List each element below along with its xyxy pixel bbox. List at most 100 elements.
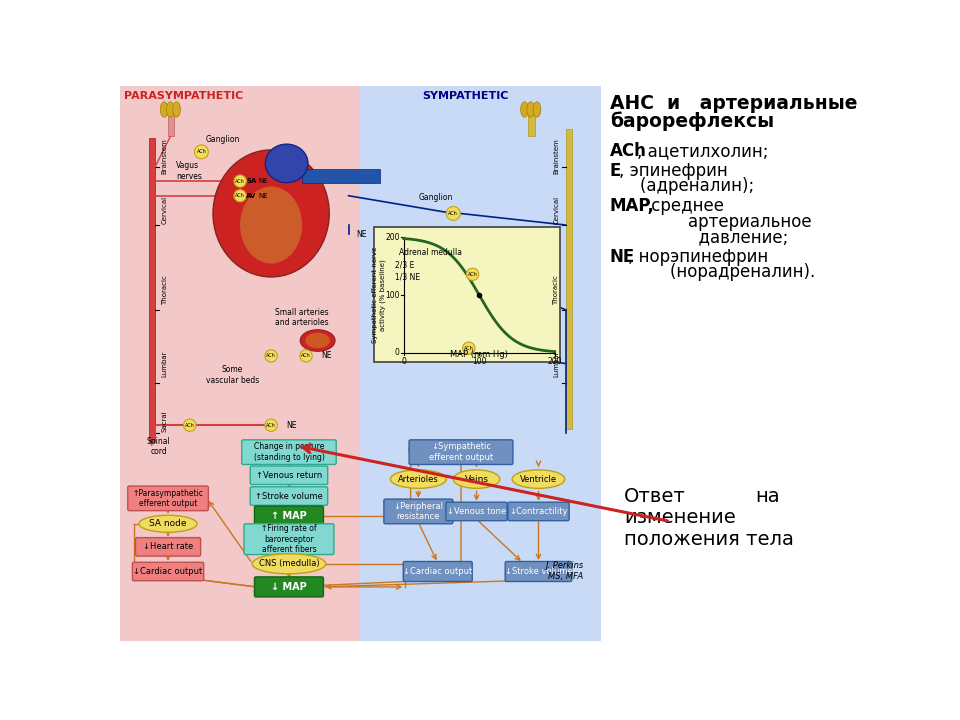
FancyBboxPatch shape xyxy=(508,503,569,521)
Ellipse shape xyxy=(300,330,335,351)
FancyBboxPatch shape xyxy=(251,466,327,485)
Ellipse shape xyxy=(213,150,329,277)
Ellipse shape xyxy=(453,470,500,488)
Text: ↓Peripheral
resistance: ↓Peripheral resistance xyxy=(394,502,444,521)
Ellipse shape xyxy=(533,102,540,117)
Text: Change in posture
(standing to lying): Change in posture (standing to lying) xyxy=(253,443,324,462)
Text: MAP,: MAP, xyxy=(610,197,655,215)
Circle shape xyxy=(265,419,277,431)
Polygon shape xyxy=(426,263,468,286)
Text: ↓Cardiac output: ↓Cardiac output xyxy=(133,567,203,576)
Text: на: на xyxy=(756,487,780,505)
Bar xyxy=(120,86,360,641)
Text: AV: AV xyxy=(247,193,256,199)
Text: Cervical: Cervical xyxy=(553,196,560,224)
Text: ↓Stroke volume: ↓Stroke volume xyxy=(505,567,572,576)
Text: SYMPATHETIC: SYMPATHETIC xyxy=(422,91,509,101)
Text: Lumbar: Lumbar xyxy=(162,351,168,377)
Text: , норэпинефрин: , норэпинефрин xyxy=(629,248,769,266)
Text: NE: NE xyxy=(287,420,298,430)
Circle shape xyxy=(194,145,208,159)
Bar xyxy=(150,138,155,442)
FancyBboxPatch shape xyxy=(244,523,334,554)
Text: Thoracic: Thoracic xyxy=(162,276,168,305)
Text: ACh: ACh xyxy=(266,423,276,428)
Text: 100: 100 xyxy=(472,356,487,366)
Text: Brainstem: Brainstem xyxy=(162,138,168,174)
Circle shape xyxy=(234,189,247,202)
Text: 0: 0 xyxy=(401,356,406,366)
Text: ↑Stroke volume: ↑Stroke volume xyxy=(255,492,323,500)
Text: ↓Heart rate: ↓Heart rate xyxy=(143,542,193,552)
Text: положения тела: положения тела xyxy=(624,530,794,549)
Ellipse shape xyxy=(240,186,302,264)
Text: Spinal
cord: Spinal cord xyxy=(147,437,171,456)
Text: ACh: ACh xyxy=(235,179,245,184)
Bar xyxy=(601,86,864,641)
Bar xyxy=(360,86,601,641)
Text: SA: SA xyxy=(247,178,256,184)
Text: 200: 200 xyxy=(385,233,399,242)
Text: MAP (mm Hg): MAP (mm Hg) xyxy=(450,350,508,359)
Text: Vagus
nerves: Vagus nerves xyxy=(176,161,202,181)
Text: PARASYMPATHETIC: PARASYMPATHETIC xyxy=(124,91,243,101)
Text: 2/3 E: 2/3 E xyxy=(396,261,415,269)
Text: Ventricle: Ventricle xyxy=(520,474,557,484)
Text: Adrenal medulla: Adrenal medulla xyxy=(399,248,462,257)
Text: Veins: Veins xyxy=(465,474,489,484)
Text: ↓Contractility: ↓Contractility xyxy=(509,507,567,516)
Circle shape xyxy=(300,350,312,362)
Text: ACh: ACh xyxy=(235,193,245,198)
Bar xyxy=(403,238,555,353)
Text: 200: 200 xyxy=(547,356,562,366)
Circle shape xyxy=(183,419,196,431)
Text: ↓Venous tone: ↓Venous tone xyxy=(446,507,506,516)
FancyBboxPatch shape xyxy=(505,562,572,582)
Ellipse shape xyxy=(520,102,528,117)
Text: ↑Firing rate of
baroreceptor
afferent fibers: ↑Firing rate of baroreceptor afferent fi… xyxy=(261,524,317,554)
Text: Sacral: Sacral xyxy=(162,410,168,432)
Text: давление;: давление; xyxy=(646,228,788,246)
Text: 1/3 NE: 1/3 NE xyxy=(396,273,420,282)
Text: , эпинефрин: , эпинефрин xyxy=(619,162,728,180)
Circle shape xyxy=(467,268,479,280)
Text: Arterioles: Arterioles xyxy=(398,474,439,484)
Bar xyxy=(168,107,175,137)
Bar xyxy=(374,228,561,362)
Text: ACh: ACh xyxy=(610,142,647,160)
Text: ↓Cardiac output: ↓Cardiac output xyxy=(403,567,472,576)
Text: Thoracic: Thoracic xyxy=(553,276,560,305)
FancyBboxPatch shape xyxy=(384,499,453,523)
Text: Brainstem: Brainstem xyxy=(553,138,560,174)
Text: Sympathetic efferent nerve
activity (% baseline): Sympathetic efferent nerve activity (% b… xyxy=(372,246,386,343)
Circle shape xyxy=(446,207,460,220)
Text: ACh: ACh xyxy=(266,354,276,359)
Text: ↓ MAP: ↓ MAP xyxy=(271,582,307,592)
Circle shape xyxy=(234,175,247,187)
Text: NE: NE xyxy=(322,351,332,361)
Text: Cervical: Cervical xyxy=(162,196,168,224)
Text: ↑ MAP: ↑ MAP xyxy=(271,511,307,521)
Text: ACh: ACh xyxy=(197,149,206,154)
Text: изменение: изменение xyxy=(624,508,735,527)
Text: АНС  и   артериальные: АНС и артериальные xyxy=(610,94,857,113)
Ellipse shape xyxy=(527,102,535,117)
Text: Small arteries
and arterioles: Small arteries and arterioles xyxy=(275,307,328,327)
Text: ACh: ACh xyxy=(464,346,473,351)
Text: Some
vascular beds: Some vascular beds xyxy=(205,366,259,385)
Text: E: E xyxy=(610,162,621,180)
Text: ↓Sympathetic
efferent output: ↓Sympathetic efferent output xyxy=(429,443,493,462)
Bar xyxy=(302,168,379,183)
Text: артериальное: артериальное xyxy=(646,212,812,230)
Text: 100: 100 xyxy=(385,291,399,300)
Text: ACh: ACh xyxy=(301,354,311,359)
Text: NE: NE xyxy=(610,248,636,266)
Text: NE: NE xyxy=(258,178,268,184)
Bar xyxy=(565,129,572,429)
FancyBboxPatch shape xyxy=(251,487,327,505)
Text: ACh: ACh xyxy=(468,271,477,276)
Text: SA node: SA node xyxy=(150,519,187,528)
Ellipse shape xyxy=(512,470,564,488)
FancyBboxPatch shape xyxy=(409,440,513,464)
Text: NE: NE xyxy=(258,193,268,199)
